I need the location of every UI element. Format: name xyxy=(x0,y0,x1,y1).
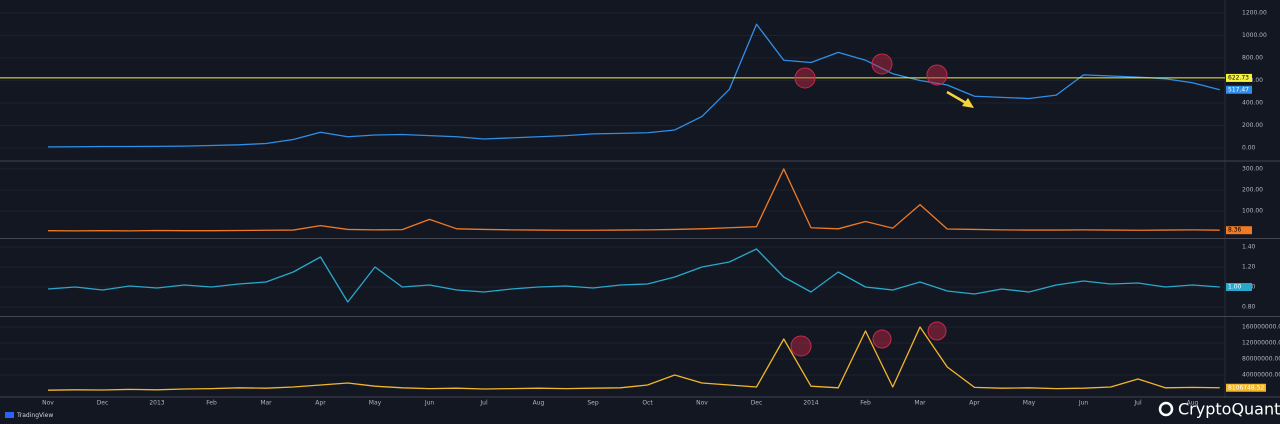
arrow-head xyxy=(962,98,974,108)
tv-icon xyxy=(5,412,14,418)
x-tick-label: Apr xyxy=(969,400,980,407)
x-tick-label: Dec xyxy=(97,400,109,407)
x-tick-label: Feb xyxy=(206,400,217,407)
tradingview-logo: TradingView xyxy=(5,412,53,419)
watermark: CryptoQuant xyxy=(1178,400,1280,419)
y-tick-label: 80000000.00 xyxy=(1242,356,1280,363)
reference-label-box xyxy=(1226,73,1252,82)
y-tick-label: 120000000.00 xyxy=(1242,340,1280,347)
attribution: TradingView xyxy=(16,412,53,419)
x-tick-label: Nov xyxy=(696,400,708,407)
marks: 0.00 200.00 400.00 600.00 800.00 1000.00 1200.… xyxy=(0,9,1280,407)
x-tick-label: Aug xyxy=(533,400,545,407)
highlight-circle xyxy=(871,53,893,75)
y-tick-label: 160000000.00 xyxy=(1242,324,1280,331)
series-line xyxy=(47,23,1220,148)
highlight-circle xyxy=(926,64,948,86)
last-value-label: 1.00 xyxy=(1228,284,1242,291)
y-tick-label: 200.00 xyxy=(1242,186,1263,193)
last-value-box xyxy=(1226,226,1252,235)
y-tick-label: 0.00 xyxy=(1242,144,1256,151)
y-tick-label: 1.40 xyxy=(1242,244,1256,251)
last-value-box xyxy=(1226,85,1252,94)
highlight-circle xyxy=(927,321,947,341)
y-tick-label: 600.00 xyxy=(1242,77,1263,84)
x-tick-label: Apr xyxy=(315,400,326,407)
y-tick-label: 1000.00 xyxy=(1242,32,1267,39)
series-line xyxy=(47,326,1220,391)
last-value-label: 8.36 xyxy=(1228,227,1242,234)
x-tick-label: Nov xyxy=(42,400,54,407)
annotations xyxy=(790,53,948,357)
last-value-box xyxy=(1226,283,1252,291)
x-tick-label: Jun xyxy=(424,400,435,407)
x-tick-label: Sep xyxy=(587,400,599,407)
x-tick-label: 2014 xyxy=(803,400,818,407)
last-value-box xyxy=(1226,383,1266,392)
x-tick-label: Oct xyxy=(642,400,653,407)
x-tick-label: Dec xyxy=(751,400,763,407)
arrow xyxy=(946,90,974,108)
y-tick-label: 200.00 xyxy=(1242,122,1263,129)
x-tick-label: Jul xyxy=(479,400,488,407)
highlight-circle xyxy=(794,67,816,89)
highlight-circle xyxy=(872,329,892,349)
highlight-circle xyxy=(790,335,812,357)
x-tick-label: Mar xyxy=(914,400,926,407)
y-tick-label: 40000000.00 xyxy=(1242,372,1280,379)
series-line xyxy=(47,168,1220,232)
cq-icon xyxy=(1158,401,1174,417)
x-tick-label: Mar xyxy=(260,400,272,407)
y-tick-label: 100.00 xyxy=(1242,207,1263,214)
y-tick-label: 0.80 xyxy=(1242,304,1256,311)
cryptoquant-logo: CryptoQuant xyxy=(1158,400,1280,419)
y-tick-label: 400.00 xyxy=(1242,99,1263,106)
y-tick-label: 800.00 xyxy=(1242,54,1263,61)
x-tick-label: May xyxy=(369,400,382,407)
x-tick-label: 2013 xyxy=(149,400,164,407)
x-tick-label: Feb xyxy=(860,400,871,407)
y-tick-label: 1.20 xyxy=(1242,264,1256,271)
x-tick-label: May xyxy=(1023,400,1036,407)
y-tick-label: 1200.00 xyxy=(1242,9,1267,16)
last-value-label: 517.47 xyxy=(1228,86,1249,93)
reference-label: 622.73 xyxy=(1228,74,1249,81)
y-tick-label: 300.00 xyxy=(1242,165,1263,172)
last-value-label: 8106748.52 xyxy=(1228,384,1264,391)
x-tick-label: Jun xyxy=(1078,400,1089,407)
x-tick-label: Aug xyxy=(1187,400,1199,407)
x-tick-label: Jul xyxy=(1133,400,1142,407)
arrow-shaft xyxy=(946,90,967,105)
series-line xyxy=(47,248,1220,303)
